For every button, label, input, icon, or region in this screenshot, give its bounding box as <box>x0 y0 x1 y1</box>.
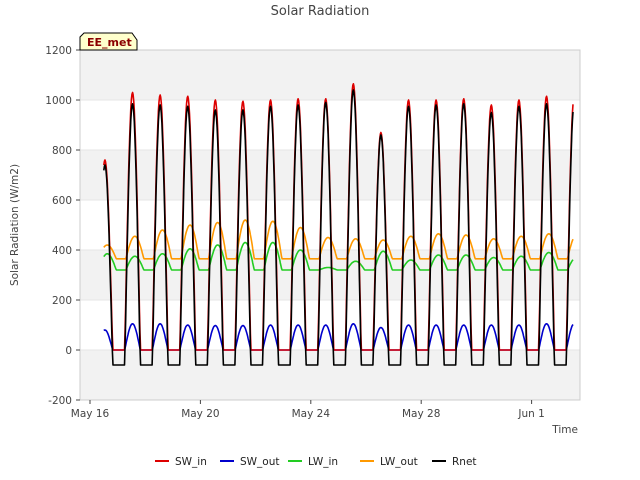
plot-band <box>80 50 580 100</box>
legend-label-sw-out: SW_out <box>240 456 280 468</box>
x-tick-label: May 28 <box>402 408 440 420</box>
plot-band <box>80 350 580 400</box>
y-tick-label: 200 <box>52 295 72 307</box>
y-tick-label: 0 <box>65 345 72 357</box>
badge-shape <box>79 32 138 51</box>
chart-title: Solar Radiation <box>271 4 370 19</box>
y-tick-label: 600 <box>52 195 72 207</box>
legend-label-lw-out: LW_out <box>380 456 418 468</box>
y-tick-label: 400 <box>52 245 72 257</box>
y-tick-label: -200 <box>48 395 72 407</box>
series-line-rnet <box>103 89 574 366</box>
y-tick-label: 800 <box>52 145 72 157</box>
y-axis-ticks: -200 0 200 400 600 800 1000 1200 <box>45 45 80 407</box>
legend: SW_in SW_out LW_in LW_out Rnet <box>155 456 477 468</box>
x-tick-label: Jun 1 <box>517 408 544 420</box>
plot-band <box>80 300 580 350</box>
y-tick-label: 1200 <box>45 45 72 57</box>
plot-frame <box>79 49 581 401</box>
badge-text: EE_met <box>87 36 132 49</box>
series-lines <box>103 83 574 366</box>
x-axis-ticks: May 16 May 20 May 24 May 28 Jun 1 <box>71 400 545 420</box>
y-tick-label: 1000 <box>45 95 72 107</box>
ee-met-badge: EE_met <box>79 32 138 51</box>
legend-label-rnet: Rnet <box>452 456 477 468</box>
y-axis-title: Solar Radiation (W/m2) <box>9 164 21 286</box>
legend-label-lw-in: LW_in <box>308 456 338 468</box>
legend-label-sw-in: SW_in <box>175 456 207 468</box>
x-tick-label: May 24 <box>292 408 331 420</box>
plot-band <box>80 100 580 150</box>
x-tick-label: May 16 <box>71 408 110 420</box>
x-tick-label: May 20 <box>181 408 219 420</box>
x-axis-title: Time <box>551 424 578 436</box>
